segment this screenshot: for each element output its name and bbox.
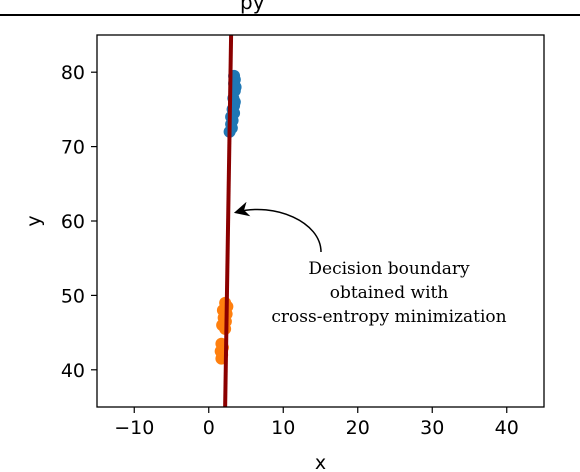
annotation-group: Decision boundary obtained with cross-entr… — [233, 201, 507, 327]
x-tick-label: 30 — [420, 417, 444, 439]
plot-frame — [96, 34, 545, 408]
y-tick-label: 50 — [61, 285, 85, 307]
y-tick-label: 60 — [61, 211, 85, 233]
cut-title-fragment: py — [240, 0, 265, 14]
annotation-line: obtained with — [330, 283, 449, 303]
y-tick-label: 40 — [61, 360, 85, 382]
x-axis-label: x — [315, 452, 326, 472]
y-tick-label: 70 — [61, 137, 85, 159]
y-tick-label: 80 — [61, 62, 85, 84]
annotation-arrow — [233, 201, 322, 253]
annotation-text: Decision boundary obtained with cross-entr… — [271, 259, 506, 327]
top-rule — [0, 14, 580, 16]
annotation-line: cross-entropy minimization — [271, 307, 506, 327]
x-tick-label: −10 — [114, 417, 154, 439]
y-axis-label: y — [23, 215, 45, 226]
x-axis-ticks: −10 0 10 20 30 40 — [114, 407, 519, 439]
x-tick-label: 20 — [346, 417, 370, 439]
y-axis-ticks: 40 50 60 70 80 — [61, 62, 97, 382]
x-tick-label: 10 — [271, 417, 295, 439]
x-tick-label: 40 — [495, 417, 519, 439]
x-tick-label: 0 — [203, 417, 215, 439]
decision-boundary-line — [223, 34, 234, 408]
annotation-line: Decision boundary — [308, 259, 470, 279]
plot-area — [97, 35, 544, 407]
